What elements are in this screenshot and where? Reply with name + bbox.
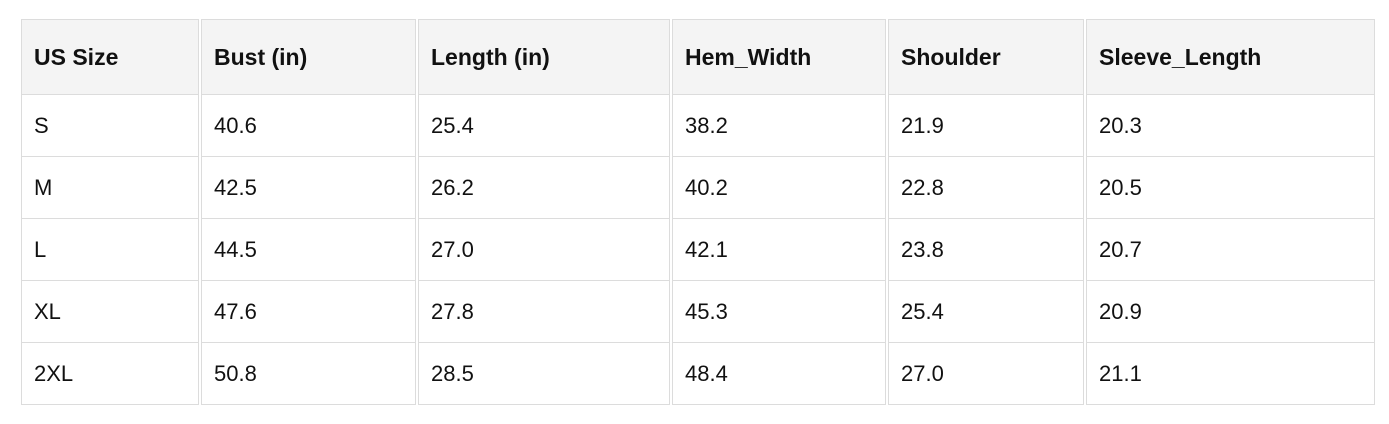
table-cell: 28.5 (418, 343, 670, 405)
header-row: US Size Bust (in) Length (in) Hem_Width … (21, 19, 1375, 95)
header-cell: Length (in) (418, 19, 670, 95)
table-cell: 20.3 (1086, 95, 1375, 157)
table-row: XL 47.6 27.8 45.3 25.4 20.9 (21, 281, 1375, 343)
header-cell: Sleeve_Length (1086, 19, 1375, 95)
table-row: 2XL 50.8 28.5 48.4 27.0 21.1 (21, 343, 1375, 405)
table-cell: 40.6 (201, 95, 416, 157)
table-cell: 25.4 (888, 281, 1084, 343)
table-cell: 44.5 (201, 219, 416, 281)
table-cell: 47.6 (201, 281, 416, 343)
table-cell: 20.5 (1086, 157, 1375, 219)
table-cell: 42.5 (201, 157, 416, 219)
table-row: M 42.5 26.2 40.2 22.8 20.5 (21, 157, 1375, 219)
table-cell: 42.1 (672, 219, 886, 281)
table-cell: M (21, 157, 199, 219)
table-cell: 20.9 (1086, 281, 1375, 343)
table-cell: 23.8 (888, 219, 1084, 281)
table-cell: XL (21, 281, 199, 343)
table-cell: S (21, 95, 199, 157)
size-chart-table: US Size Bust (in) Length (in) Hem_Width … (19, 19, 1377, 405)
table-cell: 27.0 (418, 219, 670, 281)
table-cell: 2XL (21, 343, 199, 405)
table-cell: 38.2 (672, 95, 886, 157)
table-cell: L (21, 219, 199, 281)
table-cell: 21.9 (888, 95, 1084, 157)
header-cell: US Size (21, 19, 199, 95)
table-cell: 25.4 (418, 95, 670, 157)
table-cell: 27.8 (418, 281, 670, 343)
table-cell: 26.2 (418, 157, 670, 219)
table-cell: 40.2 (672, 157, 886, 219)
header-cell: Shoulder (888, 19, 1084, 95)
header-cell: Hem_Width (672, 19, 886, 95)
table-row: S 40.6 25.4 38.2 21.9 20.3 (21, 95, 1375, 157)
table-cell: 48.4 (672, 343, 886, 405)
table-cell: 50.8 (201, 343, 416, 405)
table-cell: 27.0 (888, 343, 1084, 405)
header-cell: Bust (in) (201, 19, 416, 95)
table-cell: 45.3 (672, 281, 886, 343)
table-cell: 20.7 (1086, 219, 1375, 281)
table-cell: 22.8 (888, 157, 1084, 219)
table-cell: 21.1 (1086, 343, 1375, 405)
table-row: L 44.5 27.0 42.1 23.8 20.7 (21, 219, 1375, 281)
